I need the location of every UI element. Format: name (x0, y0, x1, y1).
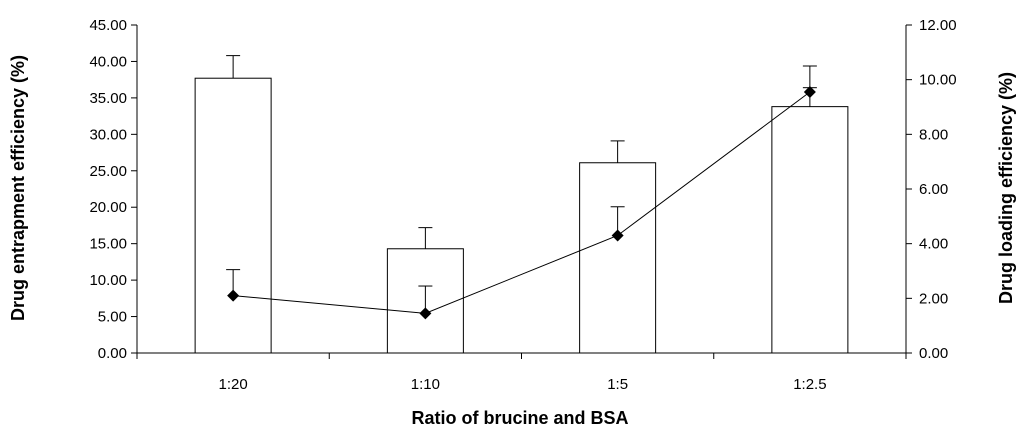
y-axis-title-left: Drug entrapment efficiency (%) (8, 55, 28, 321)
y-left-tick-label: 15.00 (89, 236, 127, 253)
y-left-tick-label: 40.00 (89, 53, 127, 70)
bar (579, 162, 657, 354)
bar (194, 77, 272, 354)
tick-labels-layer: 0.00 5.00 10.00 15.00 20.00 25.00 30.00 35.00 40… (89, 17, 956, 393)
y-left-tick-label: 20.00 (89, 199, 127, 216)
bars-layer (194, 55, 849, 354)
x-tick-label: 1:10 (411, 376, 440, 393)
y-left-tick-label: 10.00 (89, 272, 127, 289)
y-left-tick-label: 35.00 (89, 90, 127, 107)
y-right-tick-label: 0.00 (919, 345, 948, 362)
diamond-marker (419, 307, 432, 320)
diamond-marker (803, 85, 816, 98)
y-right-tick-label: 6.00 (919, 181, 948, 198)
y-right-tick-label: 10.00 (919, 72, 957, 89)
y-left-tick-label: 30.00 (89, 126, 127, 143)
diamond-marker (611, 229, 624, 242)
y-right-tick-label: 2.00 (919, 290, 948, 307)
x-tick-label: 1:20 (219, 376, 248, 393)
y-left-tick-label: 5.00 (98, 309, 127, 326)
y-left-tick-label: 25.00 (89, 163, 127, 180)
y-axis-title-right: Drug loading efficiency (%) (996, 72, 1016, 304)
y-right-tick-label: 12.00 (919, 17, 957, 34)
bar (771, 106, 849, 354)
y-right-tick-label: 8.00 (919, 126, 948, 143)
x-tick-label: 1:2.5 (793, 376, 826, 393)
loading-line (233, 91, 811, 314)
line-series-layer (226, 65, 817, 320)
y-right-tick-label: 4.00 (919, 236, 948, 253)
x-tick-label: 1:5 (607, 376, 628, 393)
y-left-tick-label: 0.00 (98, 345, 127, 362)
diamond-marker (227, 289, 240, 302)
x-axis-title: Ratio of brucine and BSA (411, 408, 628, 428)
y-left-tick-label: 45.00 (89, 17, 127, 34)
